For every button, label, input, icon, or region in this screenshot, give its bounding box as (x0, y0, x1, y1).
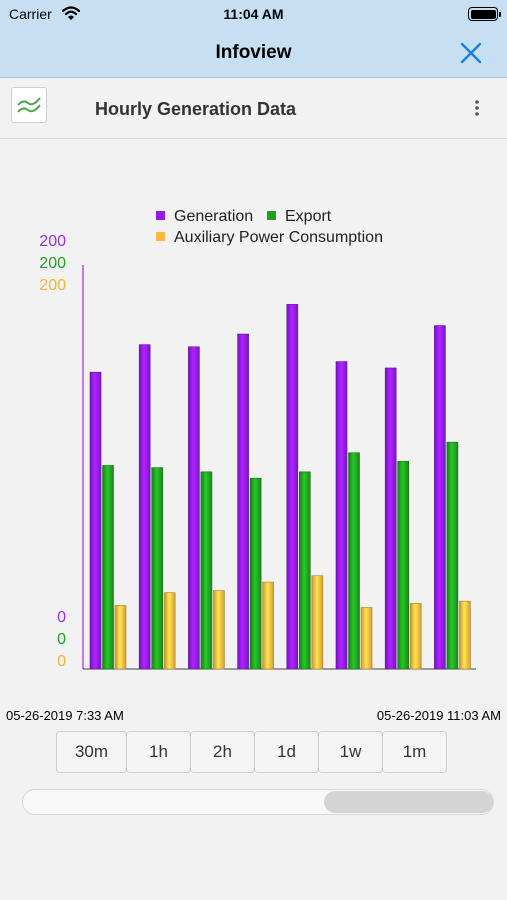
legend-label-auxiliary-power-consumption: Auxiliary Power Consumption (174, 229, 383, 246)
interval-1m-button[interactable]: 1m (382, 731, 447, 773)
interval-1h-button[interactable]: 1h (126, 731, 191, 773)
carrier-label: Carrier (9, 6, 52, 22)
range-scrubber[interactable] (22, 789, 494, 815)
bar-generation-6 (335, 361, 348, 670)
legend-label-export: Export (285, 208, 332, 225)
range-scrubber-thumb[interactable] (323, 791, 493, 813)
nav-bar: Infoview (0, 28, 507, 78)
bar-auxiliary-power-consumption-7 (409, 602, 422, 670)
interval-2h-button[interactable]: 2h (190, 731, 255, 773)
bar-export-4 (249, 477, 262, 670)
bar-generation-8 (434, 325, 446, 670)
bar-export-7 (397, 460, 410, 670)
battery-icon (468, 7, 501, 21)
legend-swatch-generation (156, 211, 165, 220)
bar-generation-1 (89, 371, 102, 670)
bar-auxiliary-power-consumption-3 (213, 590, 225, 670)
bar-auxiliary-power-consumption-1 (114, 605, 127, 670)
interval-30m-button[interactable]: 30m (56, 731, 127, 773)
bar-auxiliary-power-consumption-5 (311, 575, 324, 670)
bar-auxiliary-power-consumption-8 (459, 600, 471, 670)
legend-label-generation: Generation (174, 208, 253, 225)
interval-1d-button[interactable]: 1d (254, 731, 319, 773)
y-axis-max-label-auxiliary-power-consumption: 200 (39, 277, 66, 294)
legend-swatch-export (267, 211, 276, 220)
y-axis-min-label-export: 0 (57, 631, 66, 648)
bar-generation-2 (138, 344, 151, 670)
range-start-label: 05-26-2019 7:33 AM (6, 708, 124, 723)
line-chart-icon (17, 97, 41, 113)
bar-export-8 (446, 441, 459, 670)
bar-auxiliary-power-consumption-4 (262, 581, 274, 670)
bar-export-3 (200, 471, 213, 670)
more-options-button[interactable] (468, 97, 486, 119)
y-axis-max-label-generation: 200 (39, 233, 66, 250)
bar-generation-4 (237, 333, 249, 670)
bar-export-1 (102, 465, 114, 670)
bar-generation-3 (188, 346, 200, 670)
generation-chart: 200 0 200 0 200 0 Generation Export Auxiliary Po… (39, 208, 476, 670)
status-time: 11:04 AM (223, 6, 284, 22)
legend-swatch-auxiliary-power-consumption (156, 232, 165, 241)
y-axis-max-label-export: 200 (39, 255, 66, 272)
bar-generation-7 (384, 367, 397, 670)
bar-export-5 (298, 471, 311, 670)
more-vertical-icon (475, 100, 479, 116)
y-axis-min-label-auxiliary-power-consumption: 0 (57, 653, 66, 670)
bar-auxiliary-power-consumption-2 (163, 592, 176, 670)
interval-selector: 30m 1h 2h 1d 1w 1m (56, 731, 447, 773)
status-bar: Carrier 11:04 AM (0, 0, 507, 28)
nav-title: Infoview (215, 42, 292, 63)
bar-auxiliary-power-consumption-6 (360, 607, 373, 670)
interval-1w-button[interactable]: 1w (318, 731, 383, 773)
widget-icon-box (11, 87, 47, 123)
bar-export-6 (348, 452, 360, 670)
wifi-icon (62, 6, 80, 20)
bar-export-2 (151, 467, 163, 670)
widget-title: Hourly Generation Data (95, 99, 297, 119)
bar-generation-5 (286, 304, 299, 670)
close-button[interactable] (456, 38, 486, 68)
y-axis-min-label-generation: 0 (57, 609, 66, 626)
widget-header: Hourly Generation Data (0, 79, 507, 139)
range-end-label: 05-26-2019 11:03 AM (376, 708, 501, 723)
close-icon (460, 42, 482, 64)
